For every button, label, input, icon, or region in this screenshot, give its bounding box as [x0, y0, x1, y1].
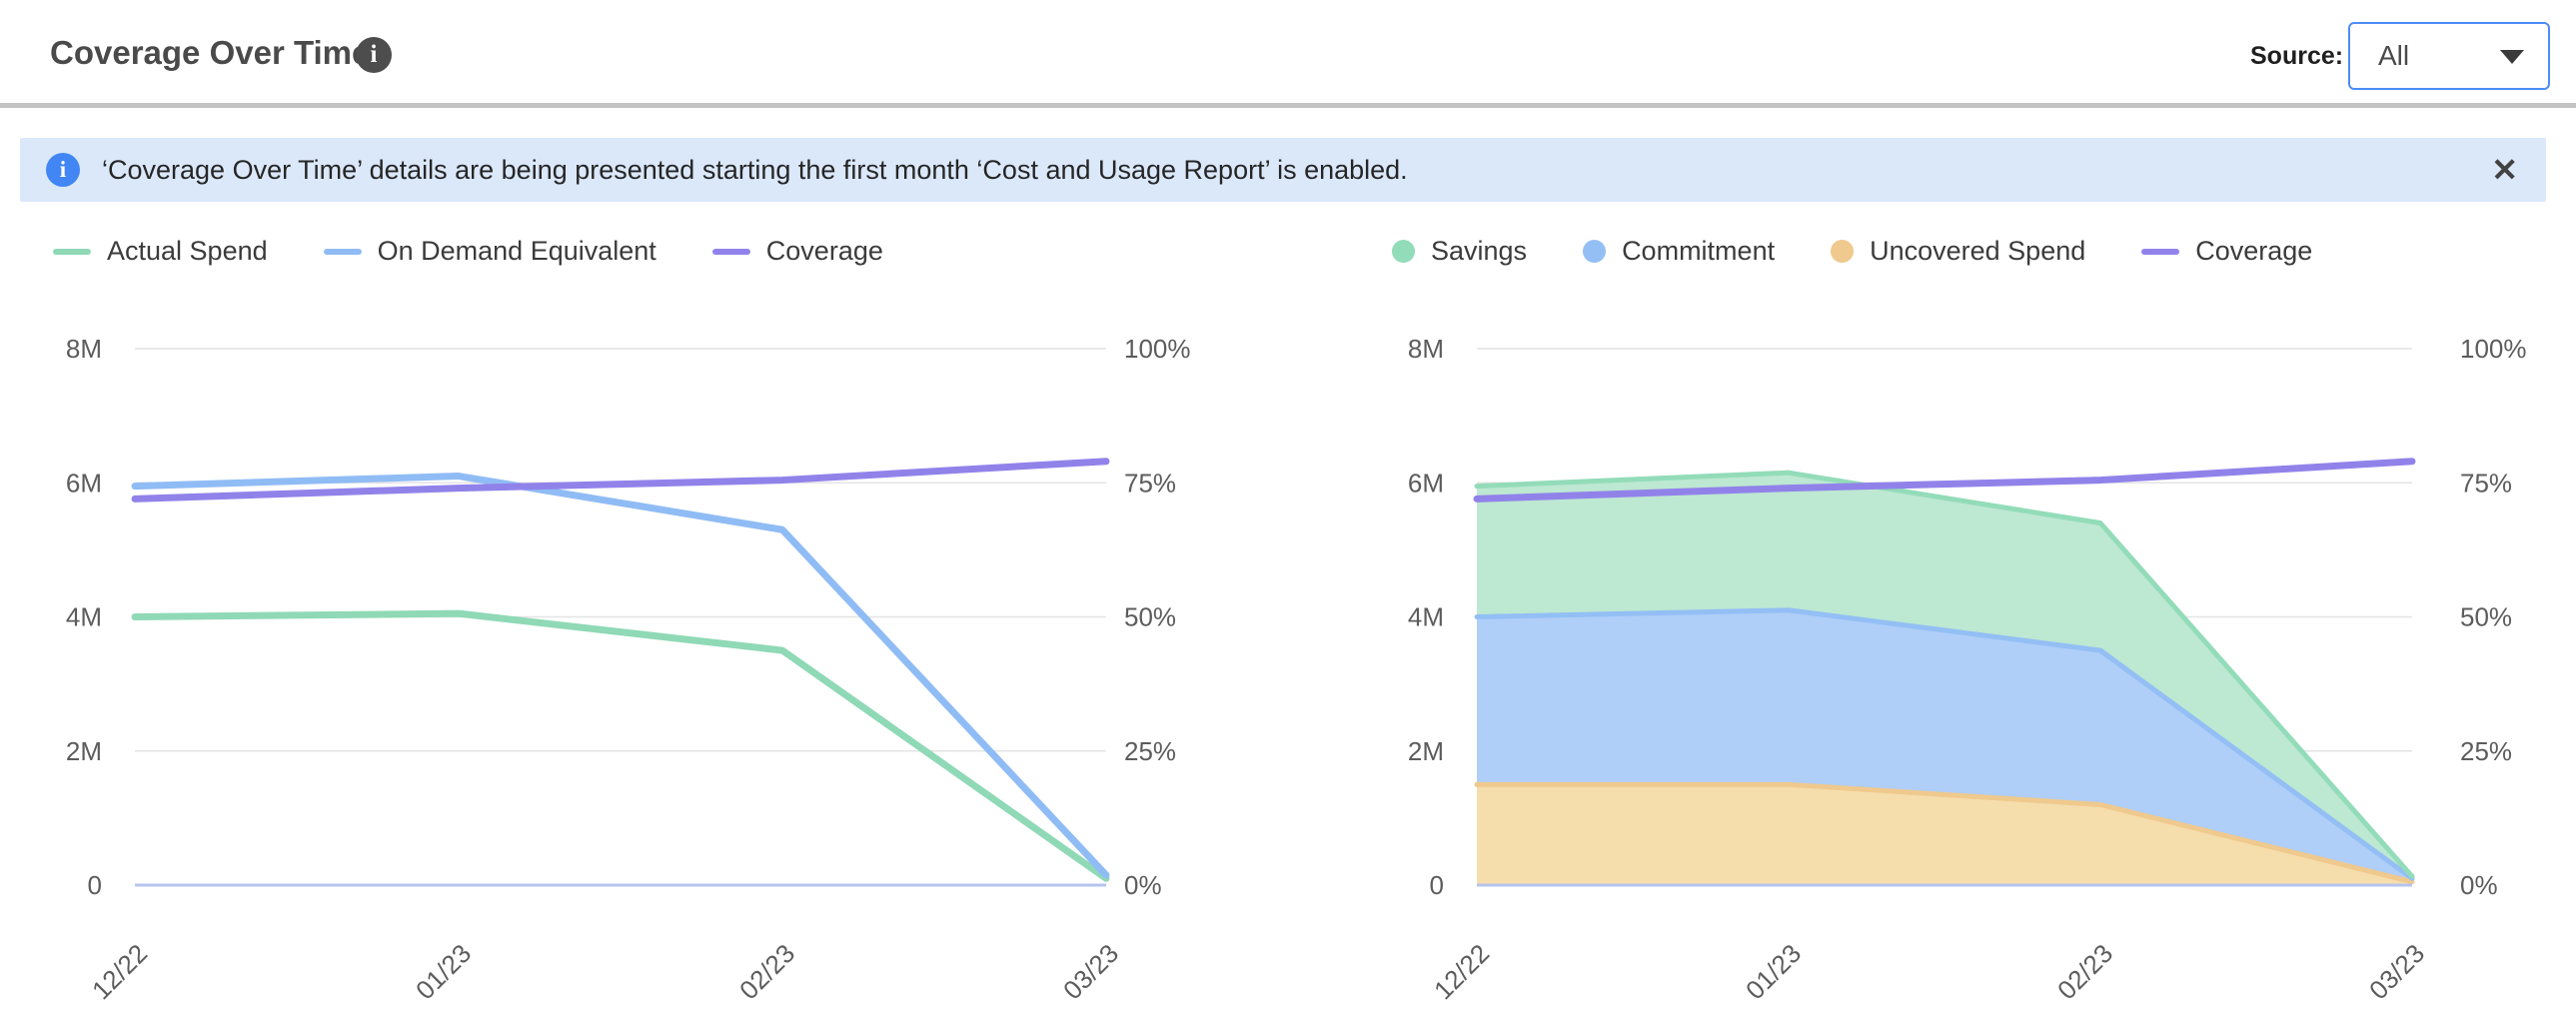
svg-text:2M: 2M — [1408, 736, 1444, 766]
svg-text:0%: 0% — [2460, 870, 2498, 900]
legend-label: Savings — [1431, 236, 1528, 266]
source-dropdown-value: All — [2378, 40, 2410, 71]
banner-info-icon: i — [46, 153, 80, 187]
svg-text:100%: 100% — [1124, 334, 1191, 364]
coverage-chart-legend: Savings Commitment Uncovered Spend Coverage — [1392, 236, 2312, 267]
svg-text:0: 0 — [88, 870, 102, 900]
svg-text:03/23: 03/23 — [1057, 938, 1124, 1005]
legend-label: Coverage — [765, 236, 883, 266]
svg-text:2M: 2M — [66, 736, 102, 766]
svg-text:0%: 0% — [1124, 870, 1162, 900]
svg-text:0: 0 — [1430, 870, 1444, 900]
source-dropdown[interactable]: All — [2348, 22, 2550, 90]
svg-text:02/23: 02/23 — [2051, 938, 2118, 1005]
legend-label: On Demand Equivalent — [377, 236, 656, 266]
savings-swatch — [1392, 240, 1415, 263]
legend-item-coverage[interactable]: Coverage — [711, 236, 883, 267]
svg-text:4M: 4M — [66, 602, 102, 632]
source-label: Source: — [2250, 42, 2344, 70]
legend-item-on-demand-equivalent[interactable]: On Demand Equivalent — [323, 236, 656, 267]
legend-label: Coverage — [2195, 236, 2313, 266]
svg-text:6M: 6M — [1408, 468, 1444, 498]
page-title: Coverage Over Time — [50, 34, 371, 71]
svg-text:12/22: 12/22 — [86, 938, 153, 1005]
spend-line-chart-canvas[interactable]: 0 0% 2M 25% 4M 50% 6M 75% 8M 100% 12/22 01/23 02/23 0… — [30, 320, 1269, 1009]
svg-text:4M: 4M — [1408, 602, 1444, 632]
spend-line-chart[interactable]: 0 0% 2M 25% 4M 50% 6M 75% 8M 100% 12/22 01/23 02/23 0… — [30, 320, 1269, 1009]
coverage-area-chart[interactable]: 0 0% 2M 25% 4M 50% 6M 75% 8M 100% 12/22 01/23 02/23 0… — [1339, 320, 2576, 1009]
svg-text:02/23: 02/23 — [733, 938, 800, 1005]
banner-text: ‘Coverage Over Time’ details are being p… — [102, 154, 1408, 185]
svg-text:01/23: 01/23 — [410, 938, 477, 1005]
svg-text:25%: 25% — [2460, 736, 2512, 766]
legend-label: Uncovered Spend — [1870, 236, 2086, 266]
svg-text:8M: 8M — [66, 334, 102, 364]
header-divider — [0, 103, 2576, 108]
legend-item-coverage[interactable]: Coverage — [2141, 236, 2312, 267]
svg-text:50%: 50% — [1124, 602, 1176, 632]
spend-chart-legend: Actual Spend On Demand Equivalent Coverage — [53, 236, 883, 267]
commitment-swatch — [1583, 240, 1607, 263]
info-banner: i ‘Coverage Over Time’ details are being… — [20, 138, 2546, 202]
chevron-down-icon — [2500, 50, 2524, 64]
info-icon[interactable]: i — [356, 37, 392, 73]
svg-text:75%: 75% — [1124, 468, 1176, 498]
svg-text:01/23: 01/23 — [1740, 938, 1807, 1005]
legend-item-uncovered-spend[interactable]: Uncovered Spend — [1831, 236, 2085, 267]
legend-label: Actual Spend — [107, 236, 268, 266]
coverage-swatch — [2141, 248, 2180, 255]
svg-text:12/22: 12/22 — [1428, 938, 1495, 1005]
svg-text:8M: 8M — [1408, 334, 1444, 364]
svg-text:25%: 25% — [1124, 736, 1176, 766]
legend-item-savings[interactable]: Savings — [1392, 236, 1527, 267]
actual-spend-swatch — [53, 248, 91, 255]
uncovered-spend-swatch — [1831, 240, 1855, 263]
svg-text:6M: 6M — [66, 468, 102, 498]
legend-item-commitment[interactable]: Commitment — [1583, 236, 1775, 267]
svg-text:03/23: 03/23 — [2363, 938, 2430, 1005]
legend-item-actual-spend[interactable]: Actual Spend — [53, 236, 268, 267]
banner-close-icon[interactable]: ✕ — [2491, 152, 2518, 188]
legend-label: Commitment — [1622, 236, 1776, 266]
svg-text:50%: 50% — [2460, 602, 2512, 632]
on-demand-equivalent-swatch — [323, 248, 362, 255]
svg-text:75%: 75% — [2460, 468, 2512, 498]
coverage-swatch — [711, 248, 750, 255]
svg-text:100%: 100% — [2460, 334, 2527, 364]
coverage-area-chart-canvas[interactable]: 0 0% 2M 25% 4M 50% 6M 75% 8M 100% 12/22 01/23 02/23 0… — [1339, 320, 2576, 1009]
